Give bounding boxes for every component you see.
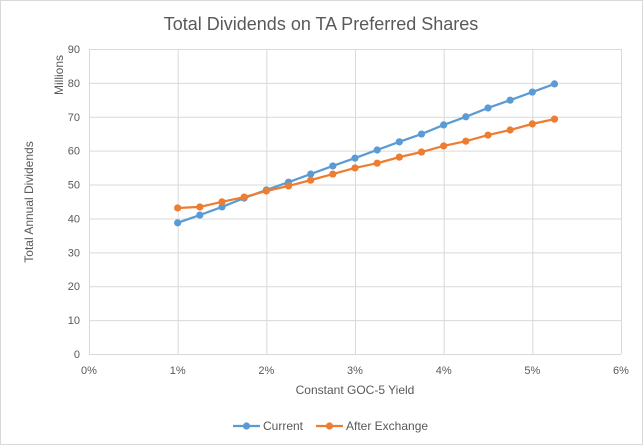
data-point xyxy=(284,182,293,190)
data-point xyxy=(528,88,536,96)
data-point xyxy=(240,193,248,201)
x-tick-label: 2% xyxy=(258,365,274,377)
legend-item: After Exchange xyxy=(316,419,428,433)
series-line xyxy=(177,118,555,210)
legend-label: Current xyxy=(263,419,304,433)
x-tick-label: 1% xyxy=(170,365,186,377)
y-axis-ticks: 0 10 20 30 40 50 60 70 80 90 xyxy=(68,44,80,361)
x-axis-label: Constant GOC-5 Yield xyxy=(296,383,415,397)
data-point xyxy=(462,137,470,145)
data-point xyxy=(417,148,426,156)
data-point xyxy=(196,211,204,219)
y-tick-label: 60 xyxy=(68,146,80,158)
data-point xyxy=(373,146,381,154)
data-point xyxy=(550,115,559,123)
data-point xyxy=(307,176,315,184)
data-point xyxy=(528,120,536,128)
data-point xyxy=(484,131,492,139)
legend-label: After Exchange xyxy=(346,419,428,433)
data-point xyxy=(417,130,426,138)
data-point xyxy=(218,198,226,206)
legend-point-marker xyxy=(242,422,251,430)
legend: Current After Exchange xyxy=(233,419,428,433)
data-point xyxy=(462,113,470,121)
data-point xyxy=(262,187,270,195)
y-axis-label: Total Annual Dividends xyxy=(22,141,36,262)
data-point xyxy=(506,126,514,134)
data-point xyxy=(351,154,359,162)
x-axis-ticks: 0% 1% 2% 3% 4% 5% 6% xyxy=(81,365,629,377)
x-tick-label: 6% xyxy=(613,365,629,377)
data-point xyxy=(550,80,559,88)
gridlines xyxy=(89,49,622,355)
chart-title: Total Dividends on TA Preferred Shares xyxy=(164,14,479,34)
x-tick-label: 0% xyxy=(81,365,97,377)
x-tick-label: 3% xyxy=(347,365,363,377)
data-point xyxy=(174,219,182,227)
series-after-exchange xyxy=(174,115,559,212)
data-point xyxy=(506,96,514,104)
y-tick-label: 0 xyxy=(74,349,80,361)
data-point xyxy=(329,170,337,178)
y-tick-label: 20 xyxy=(68,281,80,293)
data-point xyxy=(351,164,359,172)
data-point xyxy=(174,204,182,212)
series-line xyxy=(177,82,555,224)
y-tick-label: 10 xyxy=(68,315,80,327)
y-tick-label: 80 xyxy=(68,78,80,90)
data-point xyxy=(373,159,381,167)
y-tick-label: 50 xyxy=(68,180,80,192)
series-current xyxy=(174,80,559,227)
data-point xyxy=(484,104,492,112)
data-point xyxy=(329,162,337,170)
data-point xyxy=(196,203,204,211)
data-point xyxy=(395,153,403,161)
data-point xyxy=(440,121,448,129)
data-point xyxy=(307,170,315,178)
data-point xyxy=(395,138,403,146)
legend-point-marker xyxy=(325,422,334,430)
series-group xyxy=(174,80,559,227)
data-point xyxy=(218,203,226,211)
y-tick-label: 90 xyxy=(68,44,80,56)
y-tick-label: 40 xyxy=(68,213,80,225)
x-tick-label: 4% xyxy=(436,365,452,377)
y-tick-label: 70 xyxy=(68,112,80,124)
x-tick-label: 5% xyxy=(524,365,540,377)
y-axis-units-label: Millions xyxy=(52,55,66,95)
data-point xyxy=(440,142,448,150)
legend-item: Current xyxy=(233,419,304,433)
y-tick-label: 30 xyxy=(68,247,80,259)
